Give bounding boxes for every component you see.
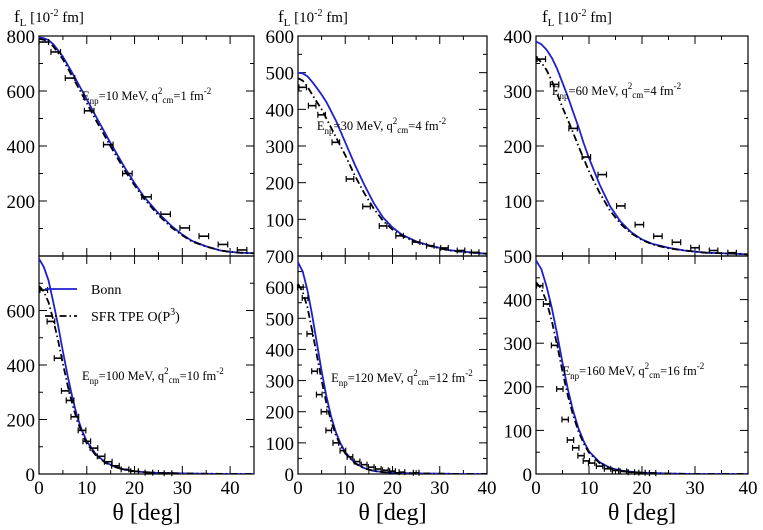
data-points [535, 282, 657, 477]
kinematics-annotation: Enp=10 MeV, q2cm=1 fm-2 [82, 86, 211, 106]
curves [39, 36, 254, 255]
x-tick-label: 0 [293, 478, 303, 499]
y-tick-label: 100 [504, 421, 533, 442]
y-tick-label: 500 [504, 247, 533, 268]
x-tick-label: 30 [686, 478, 705, 499]
y-tick-label: 300 [504, 334, 533, 355]
y-tick-label: 200 [266, 403, 295, 424]
y-tick-label: 400 [504, 291, 533, 312]
series-sfr-line [536, 281, 748, 474]
curves [536, 259, 748, 474]
series-sfr-line [39, 285, 254, 474]
y-tick-label: 200 [504, 378, 533, 399]
kinematics-annotation: Enp=100 MeV, q2cm=10 fm-2 [82, 366, 224, 386]
x-tick-label: 20 [125, 478, 144, 499]
panel-top-right: 100 200 300 400 fL [10-2 fm] Enp=60 MeV, q2cm… [504, 7, 749, 257]
series-bonn-line [298, 261, 487, 474]
series-bonn-line [298, 71, 487, 255]
curves [298, 71, 487, 255]
curves [536, 40, 748, 256]
plot-frame [297, 35, 488, 257]
series-bonn-line [39, 36, 254, 255]
x-tick-label: 40 [739, 478, 758, 499]
x-axis-title: θ [deg] [358, 500, 426, 526]
series-bonn-line [536, 259, 748, 474]
data-points [298, 84, 480, 256]
curves [298, 261, 487, 474]
x-tick-label: 20 [633, 478, 652, 499]
series-sfr-line [298, 77, 487, 255]
x-tick-label: 10 [336, 478, 355, 499]
y-tick-label: 200 [504, 137, 533, 158]
y-tick-label: 200 [7, 411, 36, 432]
y-tick-label: 600 [7, 302, 36, 323]
plot-frame [535, 35, 749, 257]
plot-frame [38, 35, 255, 257]
x-axis-title: θ [deg] [608, 500, 676, 526]
x-tick-label: 0 [34, 478, 44, 499]
y-tick-label: 500 [266, 309, 295, 330]
data-points [536, 56, 737, 256]
y-tick-label: 400 [266, 100, 295, 121]
x-tick-label: 0 [531, 478, 541, 499]
x-axis-title: θ [deg] [112, 500, 180, 526]
legend-sfr-label: SFR TPE O(P3) [91, 307, 180, 325]
x-tick-label: 10 [77, 478, 96, 499]
y-tick-label: 200 [266, 174, 295, 195]
y-tick-label: 0 [285, 465, 295, 486]
kinematics-annotation: Enp=160 MeV, q2cm=16 fm-2 [563, 361, 705, 381]
data-points [296, 284, 420, 476]
y-tick-label: 400 [504, 27, 533, 48]
x-tick-label: 40 [478, 478, 497, 499]
series-sfr-line [536, 56, 748, 256]
y-axis-label: fL [10-2 fm] [542, 7, 612, 29]
legend: Bonn SFR TPE O(P3) [45, 283, 180, 325]
y-axis-label: fL [10-2 fm] [14, 7, 84, 29]
y-tick-label: 100 [266, 210, 295, 231]
y-tick-label: 600 [7, 82, 36, 103]
kinematics-annotation: Enp=30 MeV, q2cm=4 fm-2 [317, 116, 446, 136]
panel-bottom-right: 0 100 200 300 400 500 0 10 20 30 40 θ [deg] Enp=160 … [504, 247, 758, 526]
curves [39, 258, 254, 474]
y-tick-label: 100 [266, 434, 295, 455]
legend-bonn-label: Bonn [91, 283, 121, 298]
y-tick-label: 600 [266, 278, 295, 299]
x-tick-label: 40 [221, 478, 240, 499]
plot-frame [297, 255, 488, 475]
y-tick-label: 100 [504, 192, 533, 213]
data-points [38, 39, 248, 253]
series-bonn-line [536, 40, 748, 256]
kinematics-annotation: Enp=120 MeV, q2cm=12 fm-2 [331, 368, 473, 388]
x-tick-label: 30 [173, 478, 192, 499]
y-tick-label: 800 [7, 27, 36, 48]
data-points [39, 287, 173, 477]
y-tick-label: 400 [7, 137, 36, 158]
x-tick-label: 20 [383, 478, 402, 499]
y-tick-label: 500 [266, 64, 295, 85]
x-tick-label: 10 [580, 478, 599, 499]
y-tick-label: 300 [266, 137, 295, 158]
kinematics-annotation: Enp=60 MeV, q2cm=4 fm-2 [552, 81, 681, 101]
y-tick-label: 400 [7, 356, 36, 377]
y-axis-label: fL [10-2 fm] [278, 7, 348, 29]
y-tick-label: 600 [266, 27, 295, 48]
series-sfr-line [39, 37, 254, 255]
y-tick-label: 0 [523, 465, 533, 486]
x-tick-label: 30 [430, 478, 449, 499]
y-tick-label: 200 [7, 192, 36, 213]
y-tick-label: 300 [266, 372, 295, 393]
panel-bottom-middle: 0 100 200 300 400 500 600 700 0 10 20 30 40 θ [deg] En… [266, 247, 497, 526]
y-tick-label: 700 [266, 247, 295, 268]
y-tick-label: 0 [26, 465, 36, 486]
y-tick-label: 300 [504, 82, 533, 103]
panel-bottom-left: 0 200 400 600 0 10 20 30 40 θ [deg] Enp=100 MeV, q… [7, 255, 255, 526]
series-sfr-line [298, 283, 487, 474]
y-tick-label: 400 [266, 340, 295, 361]
